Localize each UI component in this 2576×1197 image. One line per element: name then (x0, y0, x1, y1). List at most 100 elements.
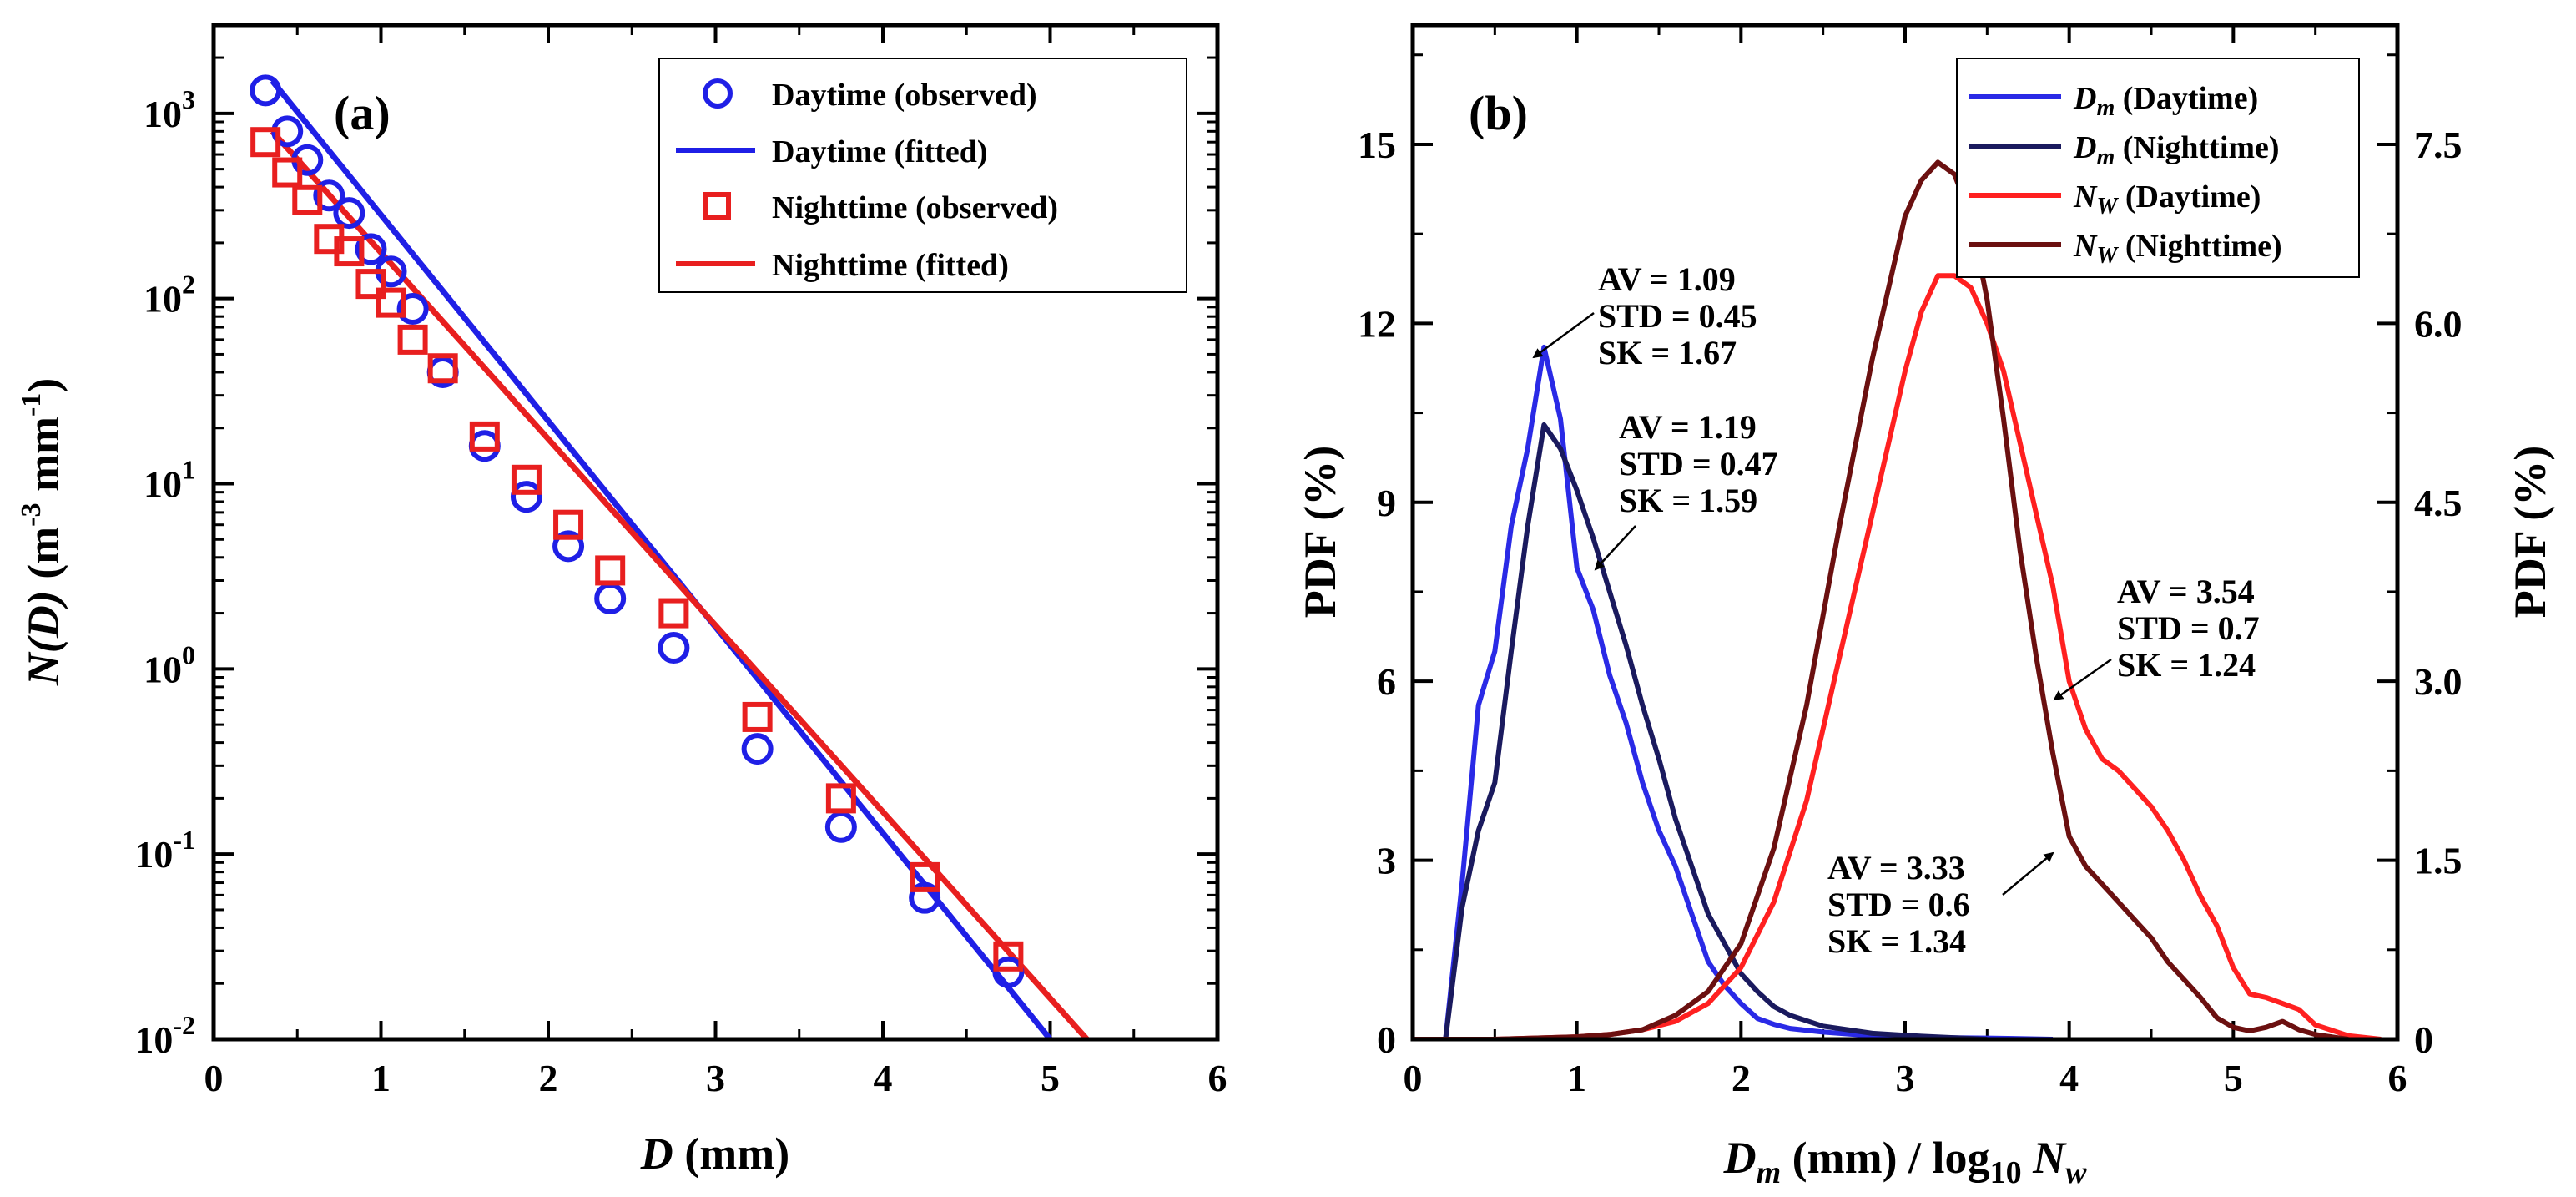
circle-data-point (313, 179, 345, 212)
legend-item-daytime-fitted: Daytime (fitted) (676, 134, 988, 169)
legend-circle-marker-icon (703, 78, 733, 109)
panel-b-legend: Dm (Daytime) Dm (Nighttime) NW (Daytime)… (1956, 58, 2360, 278)
annotation-arrow-icon (1594, 525, 1636, 571)
legend-item-nighttime-fitted: Nighttime (fitted) (676, 248, 1009, 283)
circle-data-point (250, 74, 282, 107)
panel-a-tick-labels: 0 1 2 3 4 5 6 103 102 101 100 10-1 10-2 (134, 84, 1227, 1099)
panel-a-y-axis-title: N(D) (m-3 mm-1) (16, 378, 68, 687)
y-right-tick-label: 0 (2414, 1018, 2433, 1061)
square-data-point (355, 269, 386, 300)
legend-label: Dm (Daytime) (2073, 81, 2258, 121)
panel-a-legend: Daytime (observed) Daytime (fitted) Nigh… (658, 58, 1187, 293)
annotation-line: AV = 1.19 (1619, 408, 1757, 446)
panel-a-frame (211, 23, 1220, 1042)
pdf-line-series-3 (1413, 159, 2349, 1039)
annotation-dm-nighttime: AV = 1.19 STD = 0.47 SK = 1.59 (1594, 408, 1778, 571)
panel-a-label: (a) (334, 86, 391, 140)
annotation-arrow-icon (2053, 658, 2112, 701)
annotation-line: SK = 1.67 (1598, 334, 1737, 371)
y-tick-label: 101 (144, 455, 195, 506)
y-left-tick-label: 3 (1377, 840, 1396, 882)
panel-b-left-y-axis-title: PDF (%) (1295, 446, 1345, 618)
square-data-point (910, 861, 940, 892)
annotation-line: AV = 1.09 (1598, 260, 1736, 298)
x-tick-label: 0 (1404, 1057, 1423, 1099)
panel-b-data (1413, 159, 2382, 1039)
legend-item-dm-daytime: Dm (Daytime) (1969, 81, 2258, 121)
x-tick-label: 3 (706, 1057, 725, 1099)
circle-data-point (741, 733, 774, 765)
legend-item-daytime-observed: Daytime (observed) (703, 78, 1037, 113)
annotation-arrow-icon (2002, 851, 2054, 896)
circle-data-point (552, 530, 585, 563)
annotation-line: SK = 1.59 (1619, 482, 1757, 519)
legend-label: Daytime (observed) (772, 78, 1037, 113)
legend-item-nw-nighttime: NW (Nighttime) (1969, 229, 2282, 269)
circle-data-point (333, 197, 365, 230)
square-data-point (993, 941, 1024, 972)
square-data-point (469, 421, 500, 452)
circle-data-point (594, 582, 627, 614)
panel-a-x-axis-title: D (mm) (640, 1129, 789, 1179)
circle-data-point (992, 956, 1025, 988)
x-tick-label: 1 (371, 1057, 391, 1099)
y-right-tick-label: 1.5 (2414, 840, 2463, 882)
circle-data-point (909, 881, 941, 914)
y-tick-label: 10-2 (134, 1010, 195, 1061)
annotation-line: STD = 0.45 (1598, 297, 1757, 335)
legend-label: NW (Daytime) (2073, 179, 2261, 220)
square-data-point (595, 555, 626, 586)
square-data-point (376, 287, 406, 318)
square-data-point (825, 783, 856, 814)
x-tick-label: 2 (539, 1057, 558, 1099)
fitted-line-series-1 (270, 78, 1053, 1039)
annotation-line: SK = 1.24 (2117, 646, 2256, 684)
pdf-line-series-2 (1413, 273, 2382, 1039)
square-data-point (272, 157, 303, 188)
legend-item-dm-nighttime: Dm (Nighttime) (1969, 130, 2280, 170)
y-tick-label: 100 (144, 639, 195, 690)
x-tick-label: 4 (2059, 1057, 2079, 1099)
circle-data-point (658, 632, 690, 664)
annotation-line: AV = 3.54 (2117, 573, 2255, 610)
y-tick-label: 10-1 (134, 825, 195, 876)
x-tick-label: 3 (1896, 1057, 1915, 1099)
legend-item-nighttime-observed: Nighttime (observed) (703, 190, 1058, 225)
pdf-line-series-0 (1413, 344, 2054, 1039)
y-left-tick-label: 12 (1358, 302, 1396, 345)
square-data-point (742, 701, 773, 732)
panel-a: 0 1 2 3 4 5 6 103 102 101 100 10-1 10-2 (a) D (mm) N… (16, 23, 1228, 1179)
legend-label: Daytime (fitted) (772, 134, 988, 169)
fitted-line-series-3 (270, 129, 1090, 1039)
circle-data-point (510, 481, 542, 513)
square-data-point (292, 184, 323, 215)
annotation-nw-nighttime: AV = 3.33 STD = 0.6 SK = 1.34 (1827, 849, 2054, 960)
legend-square-marker-icon (703, 192, 731, 220)
x-tick-label: 6 (2388, 1057, 2407, 1099)
y-right-tick-label: 6.0 (2414, 302, 2463, 345)
x-tick-label: 1 (1567, 1057, 1586, 1099)
legend-item-nw-daytime: NW (Daytime) (1969, 179, 2261, 220)
circle-data-point (824, 811, 857, 843)
y-left-tick-label: 15 (1358, 124, 1396, 166)
y-left-tick-label: 9 (1377, 482, 1396, 524)
square-data-point (553, 509, 584, 540)
circle-data-point (468, 430, 501, 462)
y-left-tick-label: 0 (1377, 1018, 1396, 1061)
y-tick-label: 103 (144, 84, 195, 135)
legend-label: Nighttime (observed) (772, 190, 1058, 225)
square-data-point (658, 598, 689, 629)
legend-label: Nighttime (fitted) (772, 248, 1009, 283)
square-data-point (511, 464, 542, 495)
panel-b-frame (1410, 23, 2400, 1042)
annotation-arrow-icon (1532, 311, 1595, 359)
legend-frame (658, 58, 1187, 293)
x-tick-label: 4 (874, 1057, 893, 1099)
annotation-nw-daytime: AV = 3.54 STD = 0.7 SK = 1.24 (2053, 573, 2260, 701)
y-left-tick-label: 6 (1377, 660, 1396, 703)
pdf-line-series-1 (1413, 422, 1988, 1039)
x-tick-label: 2 (1732, 1057, 1751, 1099)
annotation-line: AV = 3.33 (1827, 849, 1965, 886)
